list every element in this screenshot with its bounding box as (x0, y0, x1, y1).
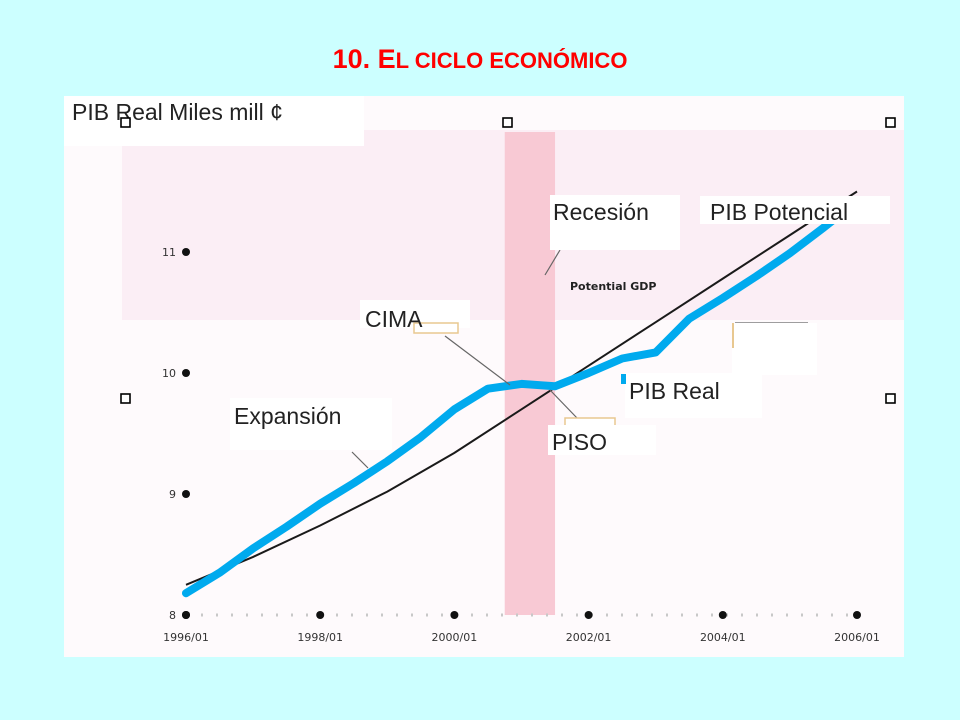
slide-title-number: 10. E (332, 44, 396, 74)
y-tick-label: 10 (162, 367, 176, 380)
series-line-pib-real (182, 197, 861, 598)
annotation-cima: CIMA (365, 306, 423, 332)
x-tick-mark (718, 611, 727, 619)
leader-line-recesion (544, 249, 561, 276)
leader-line-cima (444, 335, 511, 386)
x-tick-label: 2000/01 (432, 631, 478, 644)
recession-band (504, 132, 556, 615)
leader-line-piso (549, 389, 578, 419)
x-tick-label: 2006/01 (834, 631, 880, 644)
slide-title: 10. EL CICLO ECONÓMICO (0, 44, 960, 75)
x-tick-label: 1996/01 (163, 631, 209, 644)
annotation-piso: PISO (552, 429, 607, 455)
y-tick-label: 8 (169, 609, 176, 622)
x-tick-label: 2002/01 (566, 631, 612, 644)
y-tick-mark (182, 369, 190, 377)
annotation-pib-potencial: PIB Potencial (710, 199, 848, 225)
annotation-recesion: Recesión (553, 199, 649, 225)
y-tick-mark (182, 490, 190, 498)
selection-handle-mid-left[interactable] (120, 393, 131, 404)
annotation-box-expansion (230, 398, 392, 450)
y-tick-label: 11 (162, 246, 176, 259)
selection-handle-top-right[interactable] (885, 117, 896, 128)
ylabel-box (64, 96, 364, 146)
annotation-box-pib-potencial (700, 196, 890, 224)
annotation-box-pib-real-tag (732, 323, 817, 375)
annotation-box-piso (548, 425, 656, 455)
selection-handle-top-left[interactable] (120, 117, 131, 128)
x-tick-mark (853, 611, 861, 619)
annotation-box-cima-tag (413, 322, 459, 334)
y-tick-mark (182, 248, 190, 256)
annotation-box-pib-real (625, 373, 762, 418)
series-line-pib-potencial (185, 190, 858, 586)
x-tick-mark (316, 611, 325, 619)
y-tick-mark (182, 611, 190, 619)
y-axis: 8 9 10 11 (162, 246, 190, 622)
x-tick-mark (450, 611, 459, 619)
selection-handle-mid-right[interactable] (885, 393, 896, 404)
annotation-expansion: Expansión (234, 403, 341, 429)
annotation-potential-gdp: Potential GDP (570, 280, 656, 293)
x-axis: 1996/01 1998/01 2000/01 2002/01 2004/01 2006/… (163, 611, 880, 644)
selection-handle-top-center[interactable] (502, 117, 513, 128)
leader-line-expansion (351, 451, 369, 469)
slide-title-rest: L CICLO ECONÓMICO (395, 48, 628, 73)
y-tick-label: 9 (169, 488, 176, 501)
x-tick-mark (584, 611, 593, 619)
y-axis-label: PIB Real Miles mill ¢ (72, 99, 283, 125)
pib-real-marker (621, 374, 626, 384)
x-tick-label: 1998/01 (297, 631, 343, 644)
annotation-pib-real: PIB Real (629, 378, 720, 404)
x-tick-label: 2004/01 (700, 631, 746, 644)
annotation-box-recesion (550, 195, 680, 250)
